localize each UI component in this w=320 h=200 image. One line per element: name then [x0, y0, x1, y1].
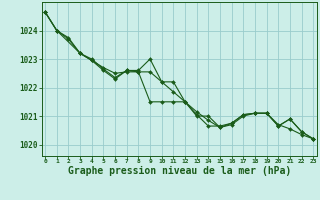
X-axis label: Graphe pression niveau de la mer (hPa): Graphe pression niveau de la mer (hPa): [68, 166, 291, 176]
